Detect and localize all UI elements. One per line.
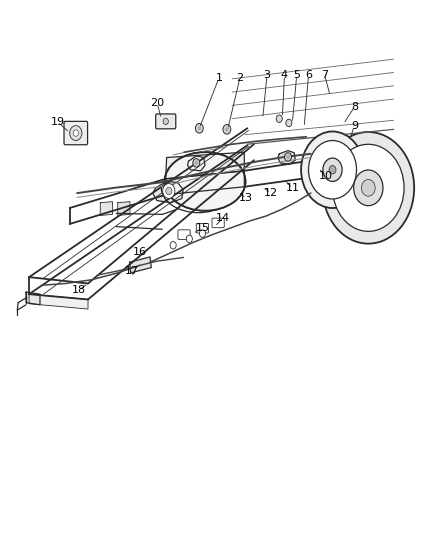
Circle shape	[308, 141, 357, 199]
Circle shape	[195, 124, 203, 133]
Circle shape	[223, 125, 231, 134]
Text: 15: 15	[195, 223, 209, 233]
Text: 3: 3	[264, 70, 271, 80]
Text: 16: 16	[133, 247, 147, 256]
Circle shape	[329, 165, 336, 174]
Text: 7: 7	[321, 70, 328, 80]
FancyBboxPatch shape	[212, 218, 224, 228]
Circle shape	[286, 119, 292, 127]
FancyBboxPatch shape	[64, 122, 88, 145]
FancyBboxPatch shape	[155, 114, 176, 129]
Circle shape	[163, 118, 168, 125]
Circle shape	[276, 115, 283, 123]
Circle shape	[322, 132, 414, 244]
Text: 14: 14	[216, 213, 230, 223]
Circle shape	[323, 158, 342, 181]
Circle shape	[225, 127, 229, 132]
Text: 11: 11	[285, 183, 299, 193]
Circle shape	[186, 235, 192, 243]
Circle shape	[199, 230, 205, 237]
Text: 4: 4	[281, 70, 288, 80]
Circle shape	[353, 170, 383, 206]
Text: 2: 2	[237, 73, 244, 83]
Circle shape	[301, 132, 364, 208]
FancyBboxPatch shape	[178, 230, 190, 239]
Polygon shape	[29, 294, 88, 309]
Circle shape	[170, 241, 176, 249]
Circle shape	[70, 126, 82, 141]
Text: 18: 18	[71, 286, 85, 295]
Circle shape	[361, 180, 375, 196]
Circle shape	[73, 130, 78, 136]
Polygon shape	[118, 201, 130, 215]
Text: 17: 17	[125, 266, 139, 276]
Text: 5: 5	[293, 70, 300, 80]
Polygon shape	[26, 292, 40, 305]
Circle shape	[166, 187, 172, 195]
Text: 13: 13	[239, 193, 253, 204]
Polygon shape	[130, 257, 151, 273]
Circle shape	[194, 161, 198, 165]
Ellipse shape	[165, 152, 245, 211]
Polygon shape	[166, 152, 244, 179]
Polygon shape	[166, 171, 244, 195]
Text: 19: 19	[50, 117, 64, 127]
Text: 6: 6	[305, 70, 312, 80]
Text: 20: 20	[150, 98, 164, 108]
Circle shape	[198, 126, 201, 131]
Polygon shape	[100, 201, 113, 215]
Polygon shape	[187, 156, 205, 171]
Polygon shape	[152, 181, 183, 203]
Circle shape	[286, 155, 290, 159]
Text: 8: 8	[351, 102, 358, 112]
Text: 1: 1	[215, 73, 223, 83]
Circle shape	[193, 159, 200, 167]
Text: 12: 12	[264, 188, 278, 198]
FancyBboxPatch shape	[196, 223, 208, 233]
Text: 9: 9	[351, 120, 358, 131]
Circle shape	[285, 153, 291, 161]
Circle shape	[332, 144, 404, 231]
Text: 10: 10	[319, 171, 333, 181]
Polygon shape	[278, 151, 295, 165]
Circle shape	[162, 183, 175, 198]
